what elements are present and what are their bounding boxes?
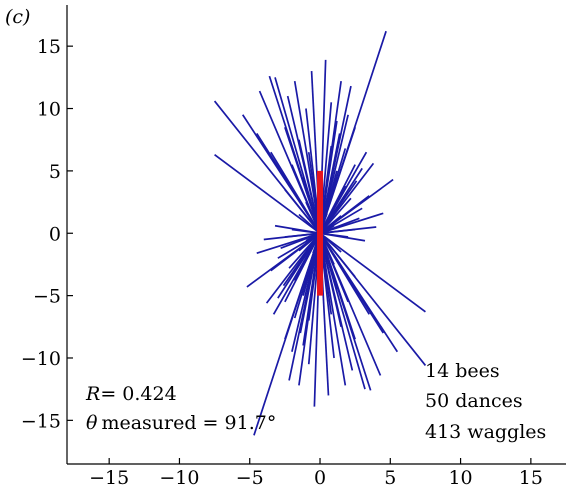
r-symbol: R [85, 383, 100, 405]
y-tick-label-4: 5 [49, 161, 61, 183]
y-tick-label-5: 10 [37, 99, 61, 121]
y-tick-label-2: −5 [33, 286, 61, 308]
waggles-count: 413 waggles [425, 421, 546, 443]
y-tick-label-1: −10 [21, 348, 61, 370]
theta-annotation: θ measured = 91.7° [86, 412, 276, 434]
bees-count: 14 bees [425, 360, 500, 382]
x-tick-label-3: 0 [314, 467, 326, 488]
r-annotation: R= 0.424 [85, 383, 177, 405]
x-tick-label-0: −15 [89, 467, 129, 488]
axes [66, 5, 566, 465]
x-tick-label-2: −5 [236, 467, 264, 488]
x-tick-label-4: 5 [384, 467, 396, 488]
panel-label: (c) [5, 6, 30, 28]
y-axis-ticks: −15 −10 −5 0 5 10 15 [21, 36, 73, 432]
theta-text: measured = 91.7° [101, 412, 276, 434]
dances-count: 50 dances [425, 390, 523, 412]
r-value: = 0.424 [100, 383, 176, 405]
y-tick-label-6: 15 [37, 36, 61, 58]
theta-symbol: θ [86, 412, 98, 434]
x-tick-label-5: 10 [448, 467, 472, 488]
x-tick-label-6: 15 [519, 467, 543, 488]
y-tick-label-3: 0 [49, 223, 61, 245]
x-axis-ticks: −15 −10 −5 0 5 10 15 [89, 458, 543, 488]
y-tick-label-0: −15 [21, 410, 61, 432]
x-tick-label-1: −10 [159, 467, 199, 488]
